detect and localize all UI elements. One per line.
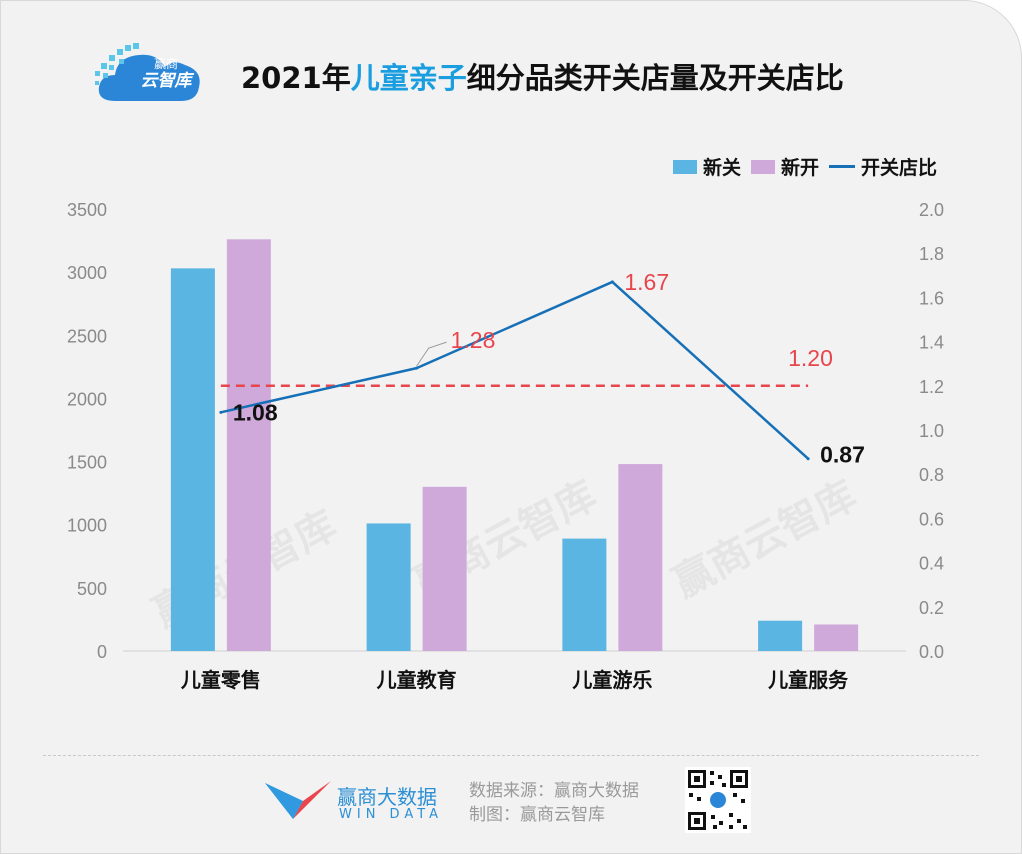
x-tick-label-0: 儿童零售 — [180, 668, 261, 692]
cloud-logo-icon — [95, 43, 200, 101]
footer-source-block: 数据来源：赢商大数据 制图：赢商云智库 — [469, 779, 639, 827]
x-tick-label-2: 儿童游乐 — [571, 668, 652, 692]
page-title: 2021年儿童亲子细分品类开关店量及开关店比 — [241, 55, 844, 97]
y-left-tick-1: 500 — [77, 579, 107, 599]
footer-brand-en: WIN DATA — [339, 807, 444, 822]
title-highlight: 儿童亲子 — [350, 61, 467, 95]
y-right-tick-2: 0.4 — [919, 554, 944, 574]
bar-open-1 — [422, 486, 467, 651]
legend-item-ratio: 开关店比 — [828, 153, 937, 180]
ratio-label-1: 1.28 — [451, 327, 496, 353]
legend-swatch-close — [672, 159, 697, 174]
bar-close-3 — [758, 620, 803, 651]
footer-source: 数据来源：赢商大数据 — [469, 781, 639, 801]
x-tick-label-3: 儿童服务 — [767, 668, 849, 692]
y-right-tick-8: 1.6 — [919, 288, 944, 308]
ratio-point-1 — [415, 366, 419, 370]
legend-item-open: 新开 — [750, 153, 819, 180]
win-data-logo-icon — [265, 781, 331, 819]
y-left-tick-5: 2500 — [67, 326, 107, 346]
footer-brand: 赢商大数据 — [337, 785, 437, 809]
bar-open-3 — [814, 624, 859, 651]
chart-legend: 新关 新开 开关店比 — [672, 153, 937, 180]
bar-close-2 — [562, 538, 607, 651]
ratio-point-2 — [610, 280, 614, 284]
y-left-tick-6: 3000 — [67, 263, 107, 283]
reference-line-label: 1.20 — [788, 345, 833, 371]
qr-code-icon — [685, 767, 751, 833]
y-right-tick-9: 1.8 — [919, 244, 944, 264]
y-right-tick-10: 2.0 — [919, 200, 944, 220]
legend-label-ratio: 开关店比 — [860, 157, 937, 179]
footer-divider — [43, 755, 979, 756]
y-left-tick-0: 0 — [97, 642, 107, 662]
bar-open-2 — [618, 464, 663, 651]
ratio-label-3: 0.87 — [820, 442, 865, 468]
ratio-point-3 — [806, 457, 810, 461]
x-tick-label-1: 儿童教育 — [376, 668, 457, 692]
title-suffix: 细分品类开关店量及开关店比 — [466, 61, 844, 95]
y-right-tick-0: 0.0 — [919, 642, 944, 662]
bar-close-0 — [170, 268, 215, 651]
logo-line1: 赢商 — [153, 57, 178, 71]
logo-line2: 云智库 — [140, 71, 192, 91]
watermark-2: 赢商云智库 — [666, 472, 864, 607]
legend-item-close: 新关 — [672, 153, 741, 180]
legend-swatch-ratio — [828, 165, 855, 168]
y-left-tick-4: 2000 — [67, 389, 107, 409]
y-left-tick-2: 1000 — [67, 516, 107, 536]
y-right-tick-4: 0.8 — [919, 465, 944, 485]
y-right-tick-3: 0.6 — [919, 509, 944, 529]
y-right-tick-5: 1.0 — [919, 421, 944, 441]
y-left-tick-3: 1500 — [67, 453, 107, 473]
bar-close-1 — [366, 523, 411, 651]
footer-credit: 制图：赢商云智库 — [469, 805, 605, 825]
y-right-tick-1: 0.2 — [919, 598, 944, 618]
y-right-tick-6: 1.2 — [919, 377, 944, 397]
ratio-line — [220, 280, 809, 460]
y-right-tick-7: 1.4 — [919, 333, 944, 353]
legend-label-close: 新关 — [702, 157, 741, 179]
combo-chart: 赢商云智库赢商云智库赢商云智库0500100015002000250030003… — [67, 200, 944, 692]
title-prefix: 2021年 — [241, 61, 351, 95]
ratio-label-2: 1.67 — [624, 269, 669, 295]
bar-open-0 — [226, 239, 271, 651]
legend-swatch-open — [750, 159, 775, 174]
ratio-label-0: 1.08 — [233, 399, 278, 425]
y-left-tick-7: 3500 — [67, 200, 107, 220]
logo-text: 赢商 云智库 — [127, 57, 205, 91]
legend-label-open: 新开 — [780, 157, 819, 179]
ratio-point-0 — [219, 410, 223, 414]
ratio-label-leader-1 — [416, 341, 447, 367]
